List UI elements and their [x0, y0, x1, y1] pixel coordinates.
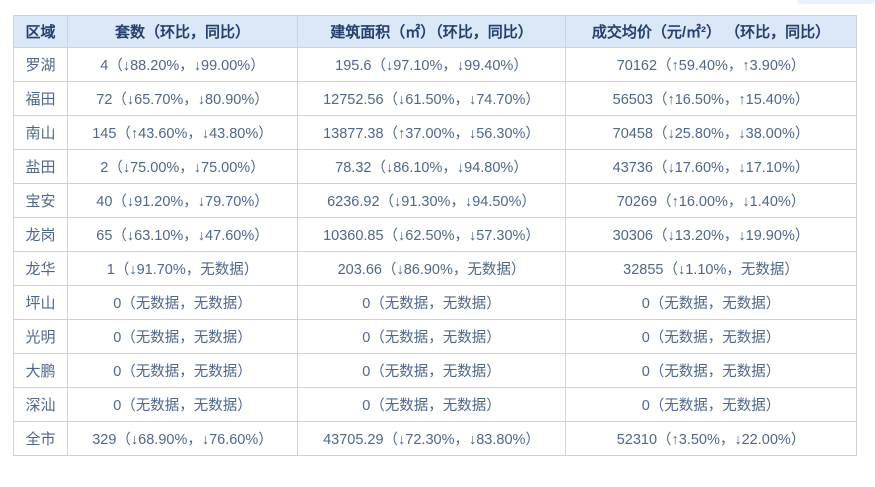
area-value: 203.66（↓86.90%，无数据）	[297, 251, 566, 286]
table-header-row: 区域 套数（环比，同比） 建筑面积（㎡）（环比，同比） 成交均价（元/㎡²） （…	[13, 15, 857, 48]
table-row: 南山 145（↑43.60%，↓43.80%） 13877.38（↑37.00%…	[13, 115, 857, 150]
price-value: 0（无数据，无数据）	[565, 285, 857, 320]
area-value: 43705.29（↓72.30%，↓83.80%）	[297, 421, 566, 456]
price-value: 43736（↓17.60%，↓17.10%）	[565, 149, 857, 184]
district-name: 龙岗	[13, 217, 68, 252]
units-value: 0（无数据，无数据）	[67, 285, 298, 320]
units-value: 1（↓91.70%，无数据）	[67, 251, 298, 286]
table-row: 龙华 1（↓91.70%，无数据） 203.66（↓86.90%，无数据） 32…	[13, 251, 857, 286]
district-name: 盐田	[13, 149, 68, 184]
price-value: 30306（↓13.20%，↓19.90%）	[565, 217, 857, 252]
table-row: 坪山 0（无数据，无数据） 0（无数据，无数据） 0（无数据，无数据）	[13, 285, 857, 320]
district-name: 龙华	[13, 251, 68, 286]
column-header-area: 建筑面积（㎡）（环比，同比）	[297, 15, 566, 48]
district-name: 福田	[13, 81, 68, 116]
district-name: 罗湖	[13, 47, 68, 82]
clipped-element-top-right	[797, 0, 875, 4]
price-value: 52310（↑3.50%，↓22.00%）	[565, 421, 857, 456]
district-name: 光明	[13, 319, 68, 354]
price-value: 70269（↑16.00%，↓1.40%）	[565, 183, 857, 218]
table-row: 龙岗 65（↓63.10%，↓47.60%） 10360.85（↓62.50%，…	[13, 217, 857, 252]
table-body: 罗湖 4（↓88.20%，↓99.00%） 195.6（↓97.10%，↓99.…	[13, 47, 857, 456]
units-value: 4（↓88.20%，↓99.00%）	[67, 47, 298, 82]
table-row-citywide-total: 全市 329（↓68.90%，↓76.60%） 43705.29（↓72.30%…	[13, 421, 857, 456]
table-row: 罗湖 4（↓88.20%，↓99.00%） 195.6（↓97.10%，↓99.…	[13, 47, 857, 82]
table-row: 大鹏 0（无数据，无数据） 0（无数据，无数据） 0（无数据，无数据）	[13, 353, 857, 388]
table-row: 深汕 0（无数据，无数据） 0（无数据，无数据） 0（无数据，无数据）	[13, 387, 857, 422]
units-value: 145（↑43.60%，↓43.80%）	[67, 115, 298, 150]
column-header-price: 成交均价（元/㎡²） （环比，同比）	[565, 15, 857, 48]
area-value: 12752.56（↓61.50%，↓74.70%）	[297, 81, 566, 116]
units-value: 40（↓91.20%，↓79.70%）	[67, 183, 298, 218]
district-name: 坪山	[13, 285, 68, 320]
table-row: 宝安 40（↓91.20%，↓79.70%） 6236.92（↓91.30%，↓…	[13, 183, 857, 218]
area-value: 0（无数据，无数据）	[297, 353, 566, 388]
units-value: 0（无数据，无数据）	[67, 353, 298, 388]
price-value: 56503（↑16.50%，↑15.40%）	[565, 81, 857, 116]
district-name: 南山	[13, 115, 68, 150]
price-value: 70162（↑59.40%，↑3.90%）	[565, 47, 857, 82]
district-name: 全市	[13, 421, 68, 456]
district-name: 深汕	[13, 387, 68, 422]
district-transactions-table: 区域 套数（环比，同比） 建筑面积（㎡）（环比，同比） 成交均价（元/㎡²） （…	[13, 15, 857, 456]
price-value: 32855（↓1.10%，无数据）	[565, 251, 857, 286]
area-value: 10360.85（↓62.50%，↓57.30%）	[297, 217, 566, 252]
price-value: 0（无数据，无数据）	[565, 387, 857, 422]
units-value: 2（↓75.00%，↓75.00%）	[67, 149, 298, 184]
table-row: 福田 72（↓65.70%，↓80.90%） 12752.56（↓61.50%，…	[13, 81, 857, 116]
area-value: 6236.92（↓91.30%，↓94.50%）	[297, 183, 566, 218]
units-value: 72（↓65.70%，↓80.90%）	[67, 81, 298, 116]
district-name: 宝安	[13, 183, 68, 218]
units-value: 0（无数据，无数据）	[67, 387, 298, 422]
district-name: 大鹏	[13, 353, 68, 388]
table-header: 区域 套数（环比，同比） 建筑面积（㎡）（环比，同比） 成交均价（元/㎡²） （…	[13, 15, 857, 48]
area-value: 0（无数据，无数据）	[297, 387, 566, 422]
units-value: 329（↓68.90%，↓76.60%）	[67, 421, 298, 456]
area-value: 0（无数据，无数据）	[297, 319, 566, 354]
table-row: 光明 0（无数据，无数据） 0（无数据，无数据） 0（无数据，无数据）	[13, 319, 857, 354]
area-value: 195.6（↓97.10%，↓99.40%）	[297, 47, 566, 82]
table-row: 盐田 2（↓75.00%，↓75.00%） 78.32（↓86.10%，↓94.…	[13, 149, 857, 184]
units-value: 0（无数据，无数据）	[67, 319, 298, 354]
area-value: 0（无数据，无数据）	[297, 285, 566, 320]
price-value: 0（无数据，无数据）	[565, 319, 857, 354]
column-header-units: 套数（环比，同比）	[67, 15, 298, 48]
price-value: 0（无数据，无数据）	[565, 353, 857, 388]
column-header-district: 区域	[13, 15, 68, 48]
price-value: 70458（↓25.80%，↓38.00%）	[565, 115, 857, 150]
area-value: 78.32（↓86.10%，↓94.80%）	[297, 149, 566, 184]
area-value: 13877.38（↑37.00%，↓56.30%）	[297, 115, 566, 150]
units-value: 65（↓63.10%，↓47.60%）	[67, 217, 298, 252]
